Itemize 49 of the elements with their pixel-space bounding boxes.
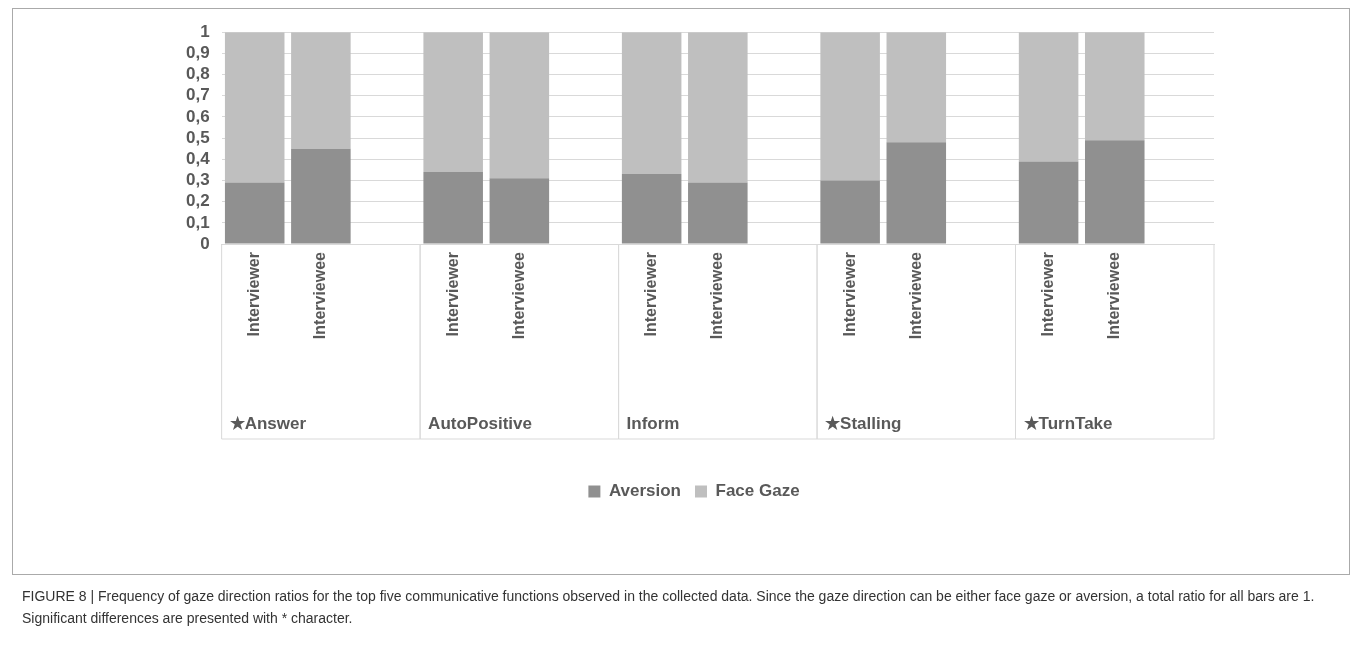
bar [621,174,682,244]
bar [489,32,550,179]
y-tick-label: 0,6 [185,106,210,126]
y-tick-label: 0,2 [185,191,210,211]
bar [820,32,880,181]
x-tick-label: Interviewer [1039,252,1057,337]
bar [423,32,483,172]
bar [688,182,748,244]
bar [1084,32,1145,141]
x-tick-label: Interviewee [509,251,527,340]
bar [224,182,285,244]
caption: FIGURE 8 | Frequency of gaze direction ratios for the top five communicative functions observed in the collected data. Since the gaze direction can be either face gaze or aversion, a total ratio for all bars are 1. Significant differences are presented with * character. [22,587,1316,628]
bar [820,180,880,244]
y-tick-label: 0,8 [185,64,210,84]
x-tick-label: Interviewee [708,251,726,340]
bar [291,32,351,149]
y-tick-label: 1 [200,21,210,41]
text: ★Answer [229,414,307,434]
y-tick-label: 0,3 [185,170,210,190]
bar [886,142,947,244]
x-tick-label: Interviewee [311,251,329,340]
bar [1018,161,1079,244]
bar [886,32,947,143]
legend-label: Face Gaze [715,481,800,501]
bar [224,32,285,183]
bar [1084,140,1145,244]
legend-label: Aversion [608,481,682,501]
bar [1018,32,1079,162]
x-tick-label: Interviewer [642,252,660,337]
y-tick-label: 0 [200,233,210,253]
x-tick-label: Interviewee [1105,251,1123,340]
bar [688,32,748,183]
x-tick-label: Interviewee [906,251,924,340]
text: ★TurnTake [1023,414,1113,434]
y-tick-label: 0,5 [185,127,210,147]
x-tick-label: Interviewer [443,252,461,337]
text: Inform [626,414,680,434]
x-tick-label: Interviewer [840,252,858,337]
y-tick-label: 0,9 [185,43,210,63]
text: ★Stalling [825,414,902,434]
bar [489,178,550,244]
text: AutoPositive [428,414,533,434]
bar [621,32,682,175]
y-tick-label: 0,4 [185,148,211,168]
y-tick-label: 0,1 [185,212,210,232]
bar [291,148,351,244]
y-tick-label: 0,7 [185,85,210,105]
bar [423,171,483,244]
x-tick-label: Interviewer [245,252,263,337]
